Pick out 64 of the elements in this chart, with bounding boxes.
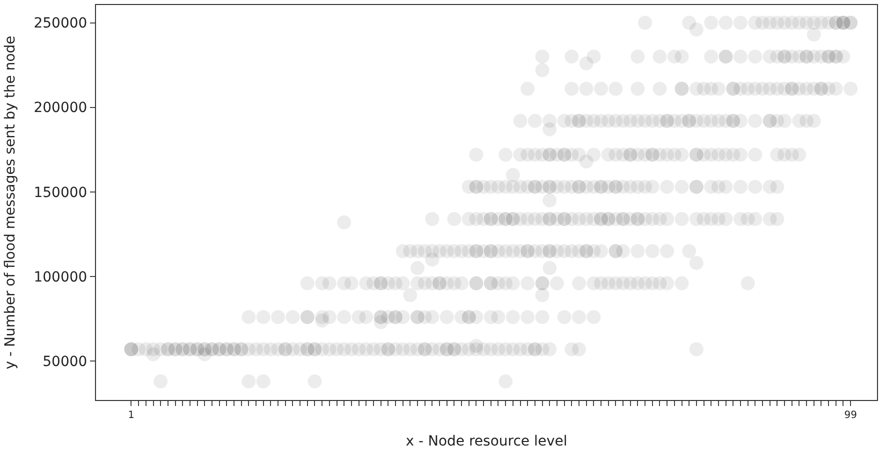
point — [359, 310, 374, 324]
point — [711, 82, 726, 96]
point — [374, 315, 388, 330]
point — [778, 114, 792, 128]
point — [454, 276, 469, 290]
point — [491, 310, 506, 324]
point — [806, 114, 821, 128]
point — [535, 63, 550, 78]
point — [674, 148, 689, 162]
point — [828, 82, 843, 96]
y-tick-label: 100000 — [34, 269, 88, 286]
point — [425, 310, 440, 324]
point — [594, 244, 608, 258]
point — [520, 276, 535, 290]
point — [586, 50, 601, 64]
point — [748, 212, 762, 226]
point — [770, 180, 784, 194]
point — [572, 148, 586, 162]
point — [542, 261, 557, 276]
point — [469, 310, 484, 324]
point — [674, 50, 689, 64]
y-tick-label: 200000 — [34, 100, 88, 116]
point — [718, 212, 733, 226]
x-tick-label: 99 — [844, 410, 857, 421]
point — [718, 180, 733, 194]
point — [542, 193, 557, 208]
point — [535, 288, 550, 302]
point — [396, 310, 410, 324]
point — [542, 114, 557, 128]
point — [733, 114, 748, 128]
y-tick-label: 50000 — [42, 354, 88, 370]
point — [836, 50, 850, 64]
point — [792, 148, 806, 162]
point — [403, 288, 418, 302]
y-axis-title: y - Number of flood messages sent by the node — [2, 36, 18, 370]
point — [806, 28, 821, 42]
point — [198, 347, 212, 362]
point — [146, 347, 160, 362]
y-tick-label: 250000 — [34, 16, 88, 32]
point — [733, 148, 748, 162]
point — [660, 212, 674, 226]
point — [535, 50, 550, 64]
y-tick-label: 150000 — [34, 184, 88, 201]
point — [660, 276, 674, 290]
point — [506, 168, 520, 182]
point — [645, 180, 660, 194]
point — [469, 338, 484, 353]
point — [748, 114, 762, 128]
point — [506, 276, 520, 290]
point — [396, 276, 410, 290]
point — [286, 310, 300, 324]
x-axis-title: x - Node resource level — [406, 433, 568, 450]
x-tick-label: 1 — [128, 410, 134, 421]
point — [616, 244, 630, 258]
point — [770, 212, 784, 226]
point — [733, 50, 748, 64]
point — [550, 276, 564, 290]
point — [689, 22, 704, 37]
point — [322, 276, 336, 290]
point — [704, 50, 718, 64]
point — [586, 148, 601, 162]
point — [315, 313, 330, 328]
point — [344, 276, 358, 290]
point — [674, 180, 689, 194]
